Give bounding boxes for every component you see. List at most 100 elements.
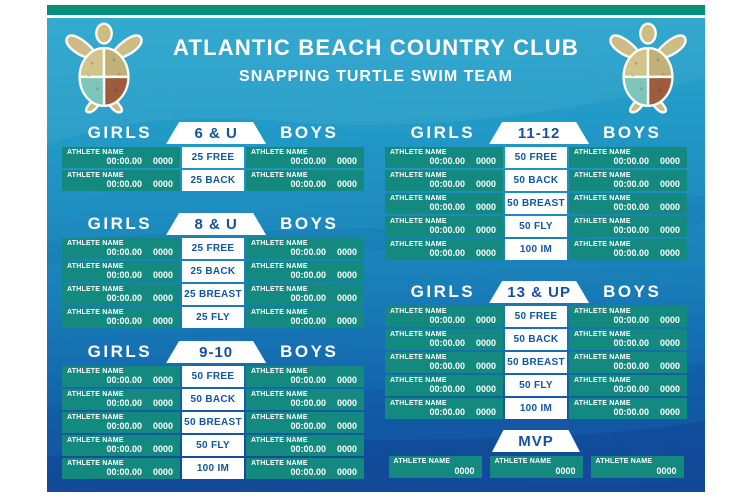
record-values: 00:00.00 0000 — [613, 407, 680, 417]
section-8-and-under: GIRLS 8 & U BOYS ATHLETE NAME 00:00.00 000… — [62, 211, 364, 328]
record-values: 00:00.00 0000 — [429, 338, 496, 348]
boys-record-cell: ATHLETE NAME 00:00.00 0000 — [246, 458, 364, 479]
record-time: 00:00.00 — [290, 375, 326, 385]
record-values: 00:00.00 0000 — [429, 179, 496, 189]
record-time: 00:00.00 — [429, 156, 465, 166]
girls-record-cell: ATHLETE NAME 00:00.00 0000 — [385, 329, 503, 350]
record-row: ATHLETE NAME 00:00.00 0000 25 FLY ATHLETE NA… — [62, 307, 364, 328]
event-label: 50 BREAST — [505, 352, 567, 373]
event-label: 25 BACK — [182, 170, 244, 191]
athlete-name-label: ATHLETE NAME — [251, 309, 308, 316]
record-row: ATHLETE NAME 00:00.00 0000 50 BACK ATHLETE N… — [385, 329, 687, 350]
record-year: 0000 — [475, 407, 496, 417]
record-year: 0000 — [475, 202, 496, 212]
record-row: ATHLETE NAME 00:00.00 0000 50 BREAST ATHLETE… — [385, 352, 687, 373]
record-row: ATHLETE NAME 00:00.00 0000 50 BREAST ATHLETE… — [385, 193, 687, 214]
record-values: 00:00.00 0000 — [290, 293, 357, 303]
athlete-name-label: ATHLETE NAME — [67, 263, 124, 270]
age-group-label: 13 & UP — [507, 284, 571, 301]
record-year: 0000 — [336, 398, 357, 408]
turtle-logo-icon — [609, 22, 687, 114]
record-values: 00:00.00 0000 — [106, 421, 173, 431]
record-time: 00:00.00 — [290, 421, 326, 431]
records-rows: ATHLETE NAME 00:00.00 0000 25 FREE ATHLETE N… — [62, 238, 364, 328]
record-time: 00:00.00 — [290, 398, 326, 408]
record-values: 00:00.00 0000 — [429, 248, 496, 258]
girls-record-cell: ATHLETE NAME 00:00.00 0000 — [62, 170, 180, 191]
record-values: 00:00.00 0000 — [613, 338, 680, 348]
boys-label: BOYS — [603, 282, 662, 301]
mvp-cells: ATHLETE NAME 0000 ATHLETE NAME 0000 ATHLETE … — [385, 456, 687, 478]
records-rows: ATHLETE NAME 00:00.00 0000 50 FREE ATHLETE N… — [385, 306, 687, 419]
athlete-name-label: ATHLETE NAME — [393, 458, 451, 465]
record-values: 00:00.00 0000 — [613, 225, 680, 235]
record-values: 00:00.00 0000 — [613, 384, 680, 394]
girls-record-cell: ATHLETE NAME 00:00.00 0000 — [62, 147, 180, 168]
boys-record-cell: ATHLETE NAME 00:00.00 0000 — [246, 307, 364, 328]
record-values: 00:00.00 0000 — [290, 444, 357, 454]
record-values: 00:00.00 0000 — [429, 202, 496, 212]
event-label: 25 FLY — [182, 307, 244, 328]
girls-label: GIRLS — [87, 342, 153, 361]
record-time: 00:00.00 — [429, 338, 465, 348]
mvp-record-cell: ATHLETE NAME 0000 — [590, 456, 684, 478]
athlete-name-label: ATHLETE NAME — [574, 241, 631, 248]
record-values: 00:00.00 0000 — [106, 467, 173, 477]
boys-label: BOYS — [280, 123, 339, 142]
athlete-name-label: ATHLETE NAME — [390, 377, 447, 384]
athlete-name-label: ATHLETE NAME — [251, 172, 308, 179]
boys-record-cell: ATHLETE NAME 00:00.00 0000 — [569, 216, 687, 237]
record-values: 00:00.00 0000 — [429, 361, 496, 371]
record-row: ATHLETE NAME 00:00.00 0000 50 FREE ATHLETE N… — [62, 366, 364, 387]
record-time: 00:00.00 — [106, 421, 142, 431]
record-row: ATHLETE NAME 00:00.00 0000 50 FLY ATHLETE NA… — [385, 375, 687, 396]
record-year: 0000 — [659, 407, 680, 417]
event-label: 25 BACK — [182, 261, 244, 282]
athlete-name-label: ATHLETE NAME — [574, 172, 631, 179]
girls-record-cell: ATHLETE NAME 00:00.00 0000 — [62, 458, 180, 479]
record-row: ATHLETE NAME 00:00.00 0000 50 BACK ATHLETE N… — [385, 170, 687, 191]
boys-record-cell: ATHLETE NAME 00:00.00 0000 — [569, 398, 687, 419]
record-time: 00:00.00 — [106, 398, 142, 408]
record-time: 00:00.00 — [290, 293, 326, 303]
record-values: 00:00.00 0000 — [290, 421, 357, 431]
record-values: 00:00.00 0000 — [429, 315, 496, 325]
athlete-name-label: ATHLETE NAME — [67, 309, 124, 316]
record-values: 00:00.00 0000 — [106, 398, 173, 408]
board-header: ATLANTIC BEACH COUNTRY CLUB SNAPPING TUR… — [47, 18, 705, 86]
record-time: 00:00.00 — [106, 179, 142, 189]
boys-record-cell: ATHLETE NAME 00:00.00 0000 — [569, 170, 687, 191]
athlete-name-label: ATHLETE NAME — [574, 400, 631, 407]
athlete-name-label: ATHLETE NAME — [390, 172, 447, 179]
athlete-name-label: ATHLETE NAME — [67, 414, 124, 421]
record-year: 0000 — [336, 179, 357, 189]
girls-label: GIRLS — [87, 214, 153, 233]
record-time: 00:00.00 — [613, 156, 649, 166]
section-header: GIRLS 6 & U BOYS — [62, 120, 364, 144]
record-time: 00:00.00 — [613, 248, 649, 258]
record-row: ATHLETE NAME 00:00.00 0000 25 FREE ATHLETE N… — [62, 238, 364, 259]
record-values: 00:00.00 0000 — [613, 248, 680, 258]
record-row: ATHLETE NAME 00:00.00 0000 50 FREE ATHLETE N… — [385, 306, 687, 327]
athlete-name-label: ATHLETE NAME — [574, 195, 631, 202]
record-row: ATHLETE NAME 00:00.00 0000 50 FLY ATHLETE NA… — [62, 435, 364, 456]
record-time: 00:00.00 — [613, 407, 649, 417]
event-label: 50 FREE — [505, 147, 567, 168]
records-rows: ATHLETE NAME 00:00.00 0000 50 FREE ATHLETE N… — [62, 366, 364, 479]
athlete-name-label: ATHLETE NAME — [251, 240, 308, 247]
athlete-name-label: ATHLETE NAME — [390, 308, 447, 315]
athlete-name-label: ATHLETE NAME — [390, 241, 447, 248]
athlete-name-label: ATHLETE NAME — [390, 331, 447, 338]
record-time: 00:00.00 — [106, 375, 142, 385]
record-year: 0000 — [152, 444, 173, 454]
record-year: 0000 — [659, 179, 680, 189]
girls-label: GIRLS — [410, 123, 476, 142]
athlete-name-label: ATHLETE NAME — [67, 460, 124, 467]
event-label: 50 FREE — [182, 366, 244, 387]
record-time: 00:00.00 — [429, 225, 465, 235]
girls-record-cell: ATHLETE NAME 00:00.00 0000 — [62, 307, 180, 328]
record-time: 00:00.00 — [429, 407, 465, 417]
record-year: 0000 — [336, 156, 357, 166]
record-year: 0000 — [336, 293, 357, 303]
athlete-name-label: ATHLETE NAME — [251, 368, 308, 375]
